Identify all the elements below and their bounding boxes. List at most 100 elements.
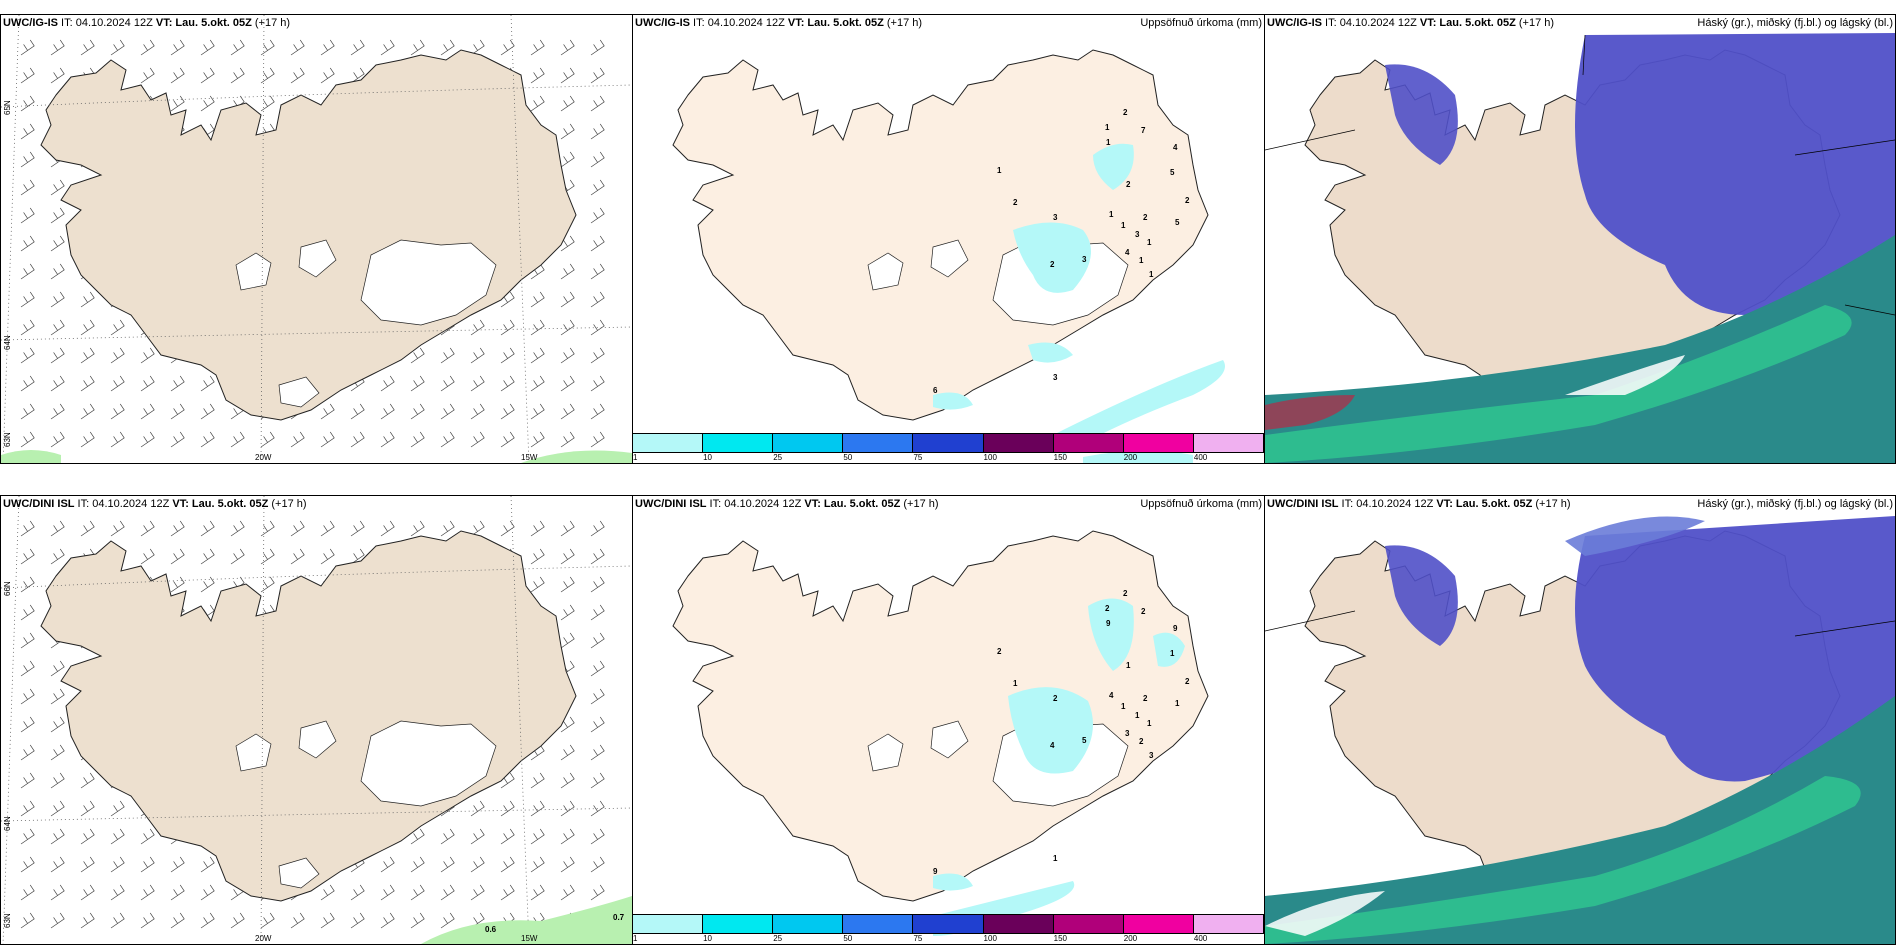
precip-highlight (1565, 355, 1685, 395)
wind-barb (410, 347, 425, 364)
cloud-map (1265, 516, 1895, 944)
wind-barb (110, 800, 125, 817)
wind-barb (410, 403, 425, 420)
wind-barb (320, 67, 335, 84)
precip-value-label: 3 (1053, 213, 1058, 222)
wind-barb (590, 179, 605, 196)
wind-barb (560, 123, 575, 140)
wind-barb (50, 912, 65, 929)
wind-barb (20, 744, 35, 761)
wind-barb (350, 431, 365, 448)
wind-barb (380, 39, 395, 56)
wind-barb (140, 375, 155, 392)
wind-barb (590, 856, 605, 873)
wind-barb (560, 375, 575, 392)
wind-barb (20, 207, 35, 224)
wind-barb (50, 520, 65, 537)
border-lines (1265, 610, 1895, 637)
glacier-langjokull (235, 733, 272, 772)
wind-barb (80, 431, 95, 448)
glacier-myrdalsjokull (278, 376, 320, 408)
wind-barb (380, 375, 395, 392)
lat-label: 63N (3, 913, 12, 928)
lon-label: 15W (521, 934, 538, 943)
high-cloud-area (1385, 64, 1458, 165)
wind-barb (590, 716, 605, 733)
precip-patch (521, 450, 632, 463)
precip-value-label: 2 (997, 647, 1002, 656)
glacier-langjokull (235, 252, 272, 291)
wind-barb (50, 431, 65, 448)
wind-barb (50, 347, 65, 364)
wind-barb (500, 375, 515, 392)
colorbar-segment (703, 434, 774, 452)
wind-barb (320, 403, 335, 420)
wind-barb (200, 95, 215, 112)
wind-barb (590, 431, 605, 448)
colorbar-segment (703, 915, 774, 933)
colorbar-label: 25 (773, 453, 783, 462)
wind-barb (590, 67, 605, 84)
wind-barb (20, 688, 35, 705)
wind-barb (530, 884, 545, 901)
wind-barb (80, 520, 95, 537)
wind-barb (200, 375, 215, 392)
wind-barb (80, 319, 95, 336)
wind-barb (290, 431, 305, 448)
wind-barb (500, 39, 515, 56)
wind-barb (560, 95, 575, 112)
panel-legend-title: Háský (gr.), miðský (fj.bl.) og lágský (… (1697, 17, 1893, 29)
precip-value-label: 2 (1143, 694, 1148, 703)
wind-barb (440, 347, 455, 364)
wind-barb (410, 884, 425, 901)
wind-barb (50, 548, 65, 565)
lon-label: 20W (255, 453, 272, 462)
colorbar-segment (773, 915, 844, 933)
wind-barb (110, 884, 125, 901)
wind-barb (530, 67, 545, 84)
colorbar-label: 10 (703, 934, 713, 943)
precip-value-label: 4 (1173, 143, 1178, 152)
wind-barb (200, 520, 215, 537)
wind-barb (50, 207, 65, 224)
wind-barb (590, 632, 605, 649)
wind-barb (320, 431, 335, 448)
cloud-map (1265, 33, 1895, 463)
wind-barb (350, 912, 365, 929)
high-cloud-area (1575, 33, 1895, 315)
wind-barb (590, 688, 605, 705)
precip-value-label: 9 (1106, 619, 1111, 628)
wind-barb (380, 884, 395, 901)
wind-barb (440, 912, 455, 929)
wind-barb (470, 319, 485, 336)
wind-barb (200, 548, 215, 565)
colorbar-label: 1 (633, 453, 638, 462)
wind-barb (560, 716, 575, 733)
wind-barb (590, 263, 605, 280)
wind-barb (560, 772, 575, 789)
wind-barb (50, 67, 65, 84)
wind-barb (350, 548, 365, 565)
glacier-outline (867, 733, 904, 772)
wind-barb (320, 548, 335, 565)
wind-barb (80, 828, 95, 845)
wind-barb (350, 520, 365, 537)
wind-barb (20, 67, 35, 84)
precip-value-label: 1 (1175, 699, 1180, 708)
precip-value-label: 2 (1053, 694, 1058, 703)
iceland-land (672, 530, 1209, 902)
wind-barb (50, 828, 65, 845)
wind-barb (200, 912, 215, 929)
wind-barb (560, 403, 575, 420)
wind-barb (380, 912, 395, 929)
wind-barb (290, 67, 305, 84)
wind-barb (500, 520, 515, 537)
wind-barb (50, 39, 65, 56)
colorbar-label: 150 (1053, 453, 1068, 462)
wind-barb (20, 39, 35, 56)
lat-lon-grid (1, 15, 632, 463)
wind-barb (170, 95, 185, 112)
wind-barb (590, 744, 605, 761)
colorbar-segment (843, 434, 914, 452)
